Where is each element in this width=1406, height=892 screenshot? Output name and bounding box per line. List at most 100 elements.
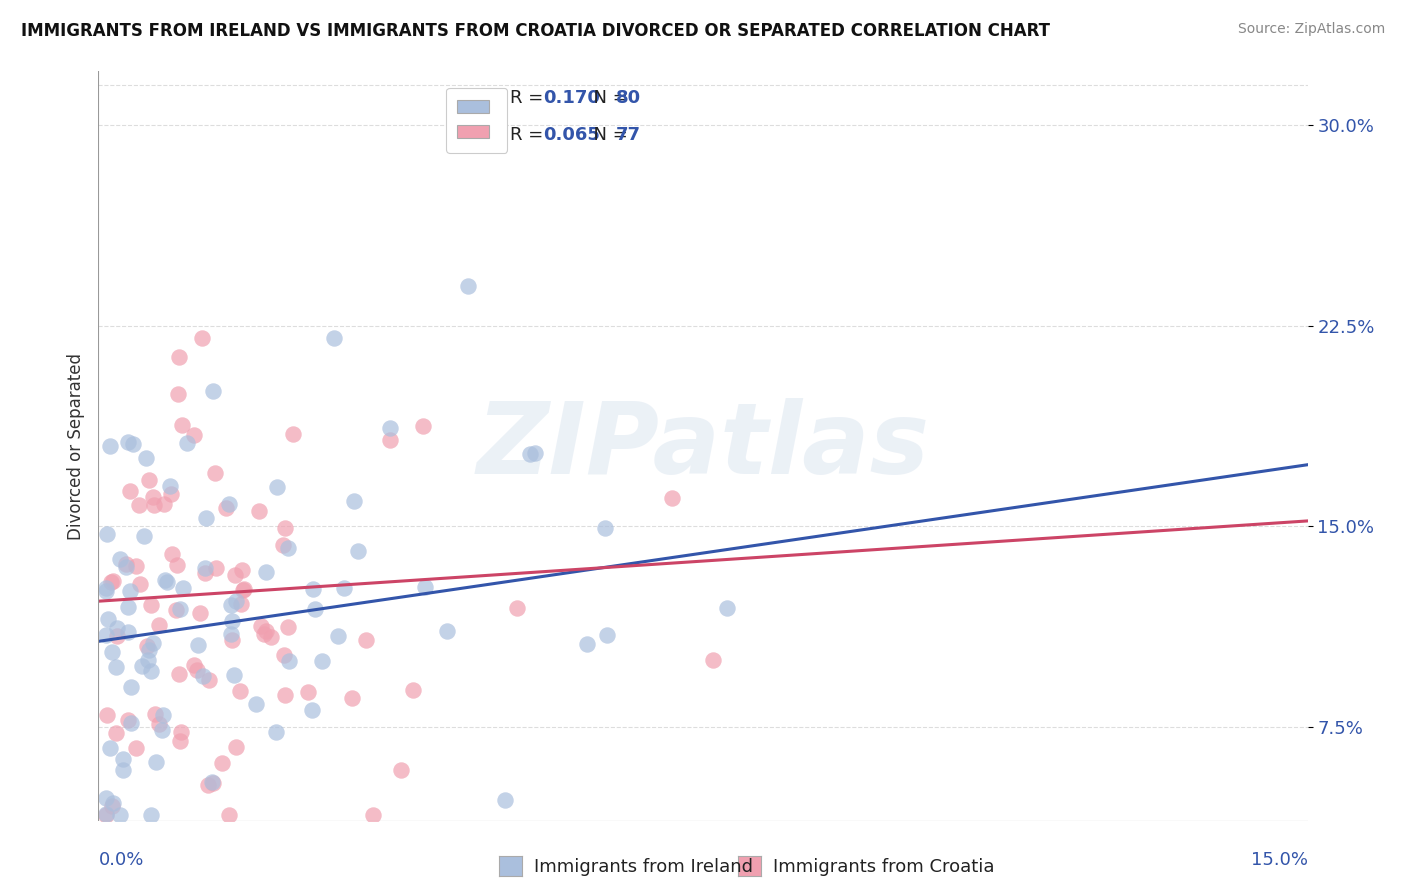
Point bbox=[134, 529, 156, 543]
Point bbox=[266, 480, 288, 494]
Point bbox=[118, 483, 141, 498]
Point bbox=[122, 437, 145, 451]
Point bbox=[188, 607, 211, 621]
Point bbox=[201, 776, 224, 790]
Point bbox=[233, 582, 256, 597]
Point bbox=[96, 708, 118, 723]
Point bbox=[343, 493, 366, 508]
Point bbox=[169, 734, 191, 748]
Point bbox=[225, 594, 247, 608]
Text: N =: N = bbox=[582, 88, 634, 106]
Point bbox=[166, 558, 188, 572]
Point bbox=[139, 598, 162, 612]
Point bbox=[155, 575, 177, 590]
Point bbox=[260, 631, 283, 645]
Point bbox=[231, 564, 253, 578]
Point bbox=[159, 487, 181, 501]
Point bbox=[302, 582, 325, 596]
Point bbox=[160, 548, 183, 562]
Point bbox=[105, 629, 128, 643]
Point bbox=[117, 434, 139, 449]
Text: R =: R = bbox=[509, 88, 548, 106]
Point bbox=[274, 689, 297, 703]
Point bbox=[139, 664, 162, 678]
Point bbox=[148, 716, 170, 731]
Point bbox=[524, 445, 547, 459]
Point bbox=[215, 501, 238, 516]
Point bbox=[254, 566, 277, 580]
Point bbox=[152, 723, 174, 738]
Point bbox=[304, 602, 326, 616]
Text: 15.0%: 15.0% bbox=[1250, 851, 1308, 869]
Point bbox=[136, 639, 159, 653]
Point bbox=[125, 741, 148, 756]
Point bbox=[96, 791, 118, 805]
Text: Source: ZipAtlas.com: Source: ZipAtlas.com bbox=[1237, 22, 1385, 37]
Point bbox=[277, 619, 299, 633]
Point bbox=[576, 637, 599, 651]
Point bbox=[436, 624, 458, 639]
Point bbox=[120, 680, 142, 694]
Point bbox=[247, 504, 270, 518]
Point bbox=[219, 627, 242, 641]
Point bbox=[98, 740, 121, 755]
Point bbox=[254, 624, 277, 639]
Point bbox=[250, 618, 273, 632]
Point bbox=[219, 599, 242, 613]
Point bbox=[167, 667, 190, 681]
Point bbox=[702, 653, 724, 667]
Point bbox=[197, 673, 219, 688]
Point bbox=[187, 638, 209, 652]
Point bbox=[138, 474, 160, 488]
Point bbox=[129, 577, 152, 591]
Point bbox=[152, 497, 174, 511]
Point bbox=[342, 690, 364, 705]
Point bbox=[110, 551, 132, 566]
Point bbox=[117, 624, 139, 639]
Point bbox=[519, 447, 541, 461]
Point bbox=[661, 491, 683, 505]
Text: N =: N = bbox=[582, 126, 634, 144]
Text: Immigrants from Ireland: Immigrants from Ireland bbox=[534, 858, 754, 876]
Point bbox=[204, 466, 226, 480]
Point bbox=[202, 384, 225, 399]
Point bbox=[101, 574, 124, 589]
Point bbox=[266, 725, 288, 739]
Point bbox=[224, 668, 246, 682]
Point bbox=[100, 575, 122, 590]
Point bbox=[194, 566, 217, 581]
Point bbox=[112, 763, 135, 777]
Point bbox=[115, 557, 138, 571]
Point bbox=[143, 706, 166, 721]
Text: 80: 80 bbox=[616, 88, 641, 106]
Point bbox=[96, 584, 118, 599]
Point bbox=[96, 807, 118, 822]
Point bbox=[165, 603, 187, 617]
Point bbox=[117, 713, 139, 727]
Point bbox=[218, 808, 240, 822]
Point bbox=[169, 602, 191, 616]
Point bbox=[191, 331, 214, 345]
Point bbox=[183, 658, 205, 673]
Point bbox=[346, 544, 368, 558]
Point bbox=[389, 764, 412, 778]
Point bbox=[159, 478, 181, 492]
Point bbox=[301, 703, 323, 717]
Point bbox=[101, 799, 124, 814]
Point bbox=[506, 601, 529, 615]
Text: Immigrants from Croatia: Immigrants from Croatia bbox=[773, 858, 995, 876]
Point bbox=[413, 581, 436, 595]
Point bbox=[361, 808, 384, 822]
Point bbox=[195, 511, 218, 525]
Legend: , : , bbox=[446, 88, 508, 153]
Point bbox=[229, 597, 252, 611]
Point bbox=[197, 778, 219, 792]
Point bbox=[170, 725, 193, 739]
Point bbox=[142, 499, 165, 513]
Point bbox=[96, 808, 118, 822]
Point bbox=[273, 648, 295, 662]
Point bbox=[105, 660, 128, 674]
Point bbox=[332, 581, 354, 595]
Point bbox=[328, 629, 350, 643]
Point bbox=[105, 726, 128, 740]
